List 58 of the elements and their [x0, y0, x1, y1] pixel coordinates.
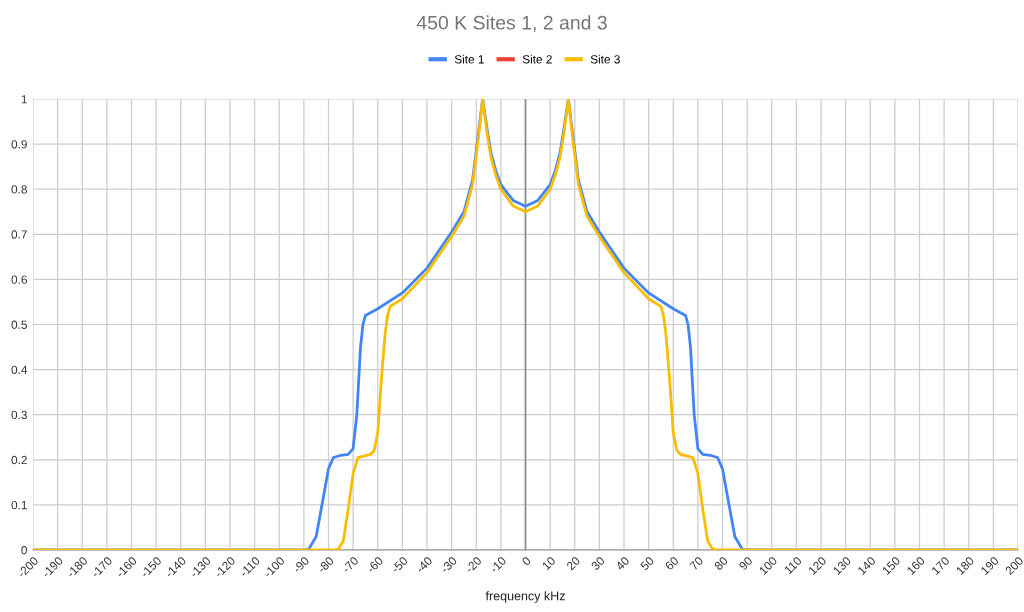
- x-tick-label: 20: [566, 556, 581, 571]
- y-tick-label: 0.8: [11, 185, 27, 194]
- legend-label: Site 1: [454, 54, 484, 64]
- x-tick-label: -40: [415, 556, 433, 574]
- x-tick-label: 40: [615, 556, 630, 571]
- y-tick-label: 0.9: [11, 140, 27, 149]
- x-tick-label: -160: [115, 556, 138, 579]
- x-tick-label: 150: [881, 556, 901, 575]
- x-tick-label: 190: [980, 556, 1000, 575]
- x-tick-label: 110: [783, 556, 803, 575]
- y-tick-label: 0.4: [11, 365, 28, 374]
- x-axis-title: frequency kHz: [485, 591, 565, 603]
- x-tick-label: -120: [213, 556, 236, 579]
- x-tick-label: 140: [857, 556, 877, 575]
- x-tick-label: -190: [41, 556, 64, 579]
- x-tick-label: -140: [164, 556, 187, 579]
- x-tick-label: 10: [541, 556, 556, 571]
- y-tick-label: 0.5: [11, 320, 27, 329]
- x-tick-label: 100: [758, 556, 778, 575]
- y-tick-label: 1: [21, 95, 27, 104]
- x-tick-label: 170: [931, 556, 950, 575]
- x-tick-label: -100: [263, 556, 286, 579]
- x-tick-label: 0: [521, 556, 532, 566]
- x-tick-label: -50: [390, 556, 409, 574]
- x-tick-label: 200: [1004, 556, 1024, 576]
- x-tick-label: -80: [317, 556, 335, 574]
- x-tick-label: 60: [664, 556, 680, 571]
- x-tick-label: 80: [713, 556, 729, 571]
- legend-label: Site 2: [522, 54, 552, 64]
- y-tick-label: 0.3: [11, 410, 27, 420]
- x-tick-label: -150: [140, 556, 162, 579]
- y-tick-label: 0.7: [11, 230, 27, 239]
- x-tick-label: -170: [90, 556, 113, 579]
- x-tick-label: 160: [906, 556, 926, 575]
- y-tick-label: 0.6: [11, 275, 27, 284]
- x-tick-label: -130: [189, 556, 212, 579]
- x-tick-label: 30: [590, 556, 606, 571]
- x-tick-label: 90: [738, 556, 753, 571]
- x-tick-label: -70: [341, 556, 359, 574]
- x-tick-label: -20: [464, 556, 483, 574]
- x-tick-label: 120: [807, 556, 827, 575]
- x-tick-label: -90: [292, 556, 310, 574]
- x-tick-label: 70: [689, 556, 704, 571]
- x-tick-label: -30: [440, 556, 458, 574]
- x-tick-label: -180: [66, 556, 89, 579]
- x-tick-label: 130: [832, 556, 852, 575]
- x-tick-label: -10: [489, 556, 507, 574]
- x-tick-label: 50: [639, 556, 655, 571]
- y-tick-label: 0.1: [11, 500, 27, 510]
- x-tick-label: -60: [366, 556, 384, 574]
- x-tick-label: -200: [16, 556, 39, 579]
- y-tick-label: 0: [21, 546, 27, 555]
- x-tick-label: 180: [955, 556, 975, 575]
- x-tick-label: -110: [239, 556, 261, 578]
- y-tick-label: 0.2: [11, 455, 27, 465]
- legend-label: Site 3: [590, 54, 620, 64]
- line-series: [33, 99, 1018, 550]
- chart-title: 450 K Sites 1, 2 and 3: [416, 15, 607, 32]
